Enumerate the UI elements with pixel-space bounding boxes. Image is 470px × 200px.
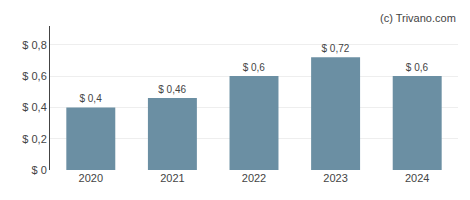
svg-text:2022: 2022: [242, 172, 266, 184]
svg-text:$ 0,72: $ 0,72: [321, 43, 349, 54]
svg-text:$ 0,6: $ 0,6: [406, 62, 429, 73]
svg-text:$ 0,6: $ 0,6: [243, 62, 266, 73]
svg-text:2024: 2024: [405, 172, 429, 184]
svg-text:$ 0: $ 0: [32, 164, 47, 176]
svg-text:2020: 2020: [79, 172, 103, 184]
svg-text:2023: 2023: [323, 172, 347, 184]
svg-text:$ 0,46: $ 0,46: [158, 84, 186, 95]
svg-text:$ 0,6: $ 0,6: [22, 70, 46, 82]
svg-text:2021: 2021: [160, 172, 184, 184]
svg-text:$ 0,4: $ 0,4: [22, 101, 46, 113]
svg-text:$ 0,4: $ 0,4: [79, 93, 102, 104]
svg-text:(c) Trivano.com: (c) Trivano.com: [380, 12, 456, 24]
svg-text:$ 0,2: $ 0,2: [22, 133, 46, 145]
svg-text:$ 0,8: $ 0,8: [22, 39, 46, 51]
